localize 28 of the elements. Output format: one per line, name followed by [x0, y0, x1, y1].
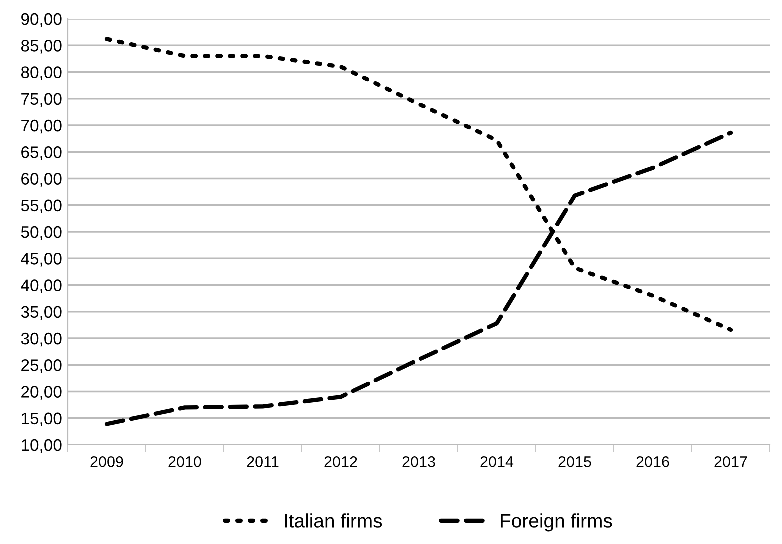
x-tick-label: 2016 — [636, 456, 670, 468]
y-tick-label: 70,00 — [22, 120, 62, 134]
x-tick-label: 2012 — [324, 456, 358, 468]
x-tick-label: 2014 — [480, 456, 514, 468]
y-tick-label: 20,00 — [22, 386, 62, 400]
y-tick-label: 80,00 — [21, 66, 62, 80]
x-tick-label: 2015 — [558, 456, 592, 468]
x-tick-label: 2011 — [247, 456, 279, 468]
x-tick-label: 2017 — [714, 456, 748, 468]
y-tick-label: 85,00 — [21, 40, 62, 54]
y-tick-label: 45,00 — [21, 253, 62, 267]
x-tick-label: 2010 — [168, 456, 202, 468]
y-tick-label: 30,00 — [21, 332, 62, 347]
y-tick-label: 90,00 — [22, 13, 62, 28]
y-tick-label: 60,00 — [22, 173, 62, 187]
y-tick-label: 65,00 — [22, 146, 62, 160]
y-tick-label: 75,00 — [22, 93, 62, 108]
legend-label: Italian firms — [285, 514, 382, 528]
y-tick-label: 35,00 — [21, 306, 62, 320]
y-tick-label: 50,00 — [21, 226, 62, 240]
x-tick-label: 2009 — [90, 456, 124, 468]
y-tick-label: 10,00 — [22, 439, 62, 454]
y-tick-label: 55,00 — [21, 200, 62, 214]
y-tick-label: 25,00 — [22, 360, 62, 374]
legend-label: Foreign firms — [501, 514, 612, 532]
y-tick-label: 15,00 — [22, 412, 62, 427]
y-tick-label: 40,00 — [21, 280, 62, 294]
x-tick-label: 2013 — [402, 456, 436, 468]
